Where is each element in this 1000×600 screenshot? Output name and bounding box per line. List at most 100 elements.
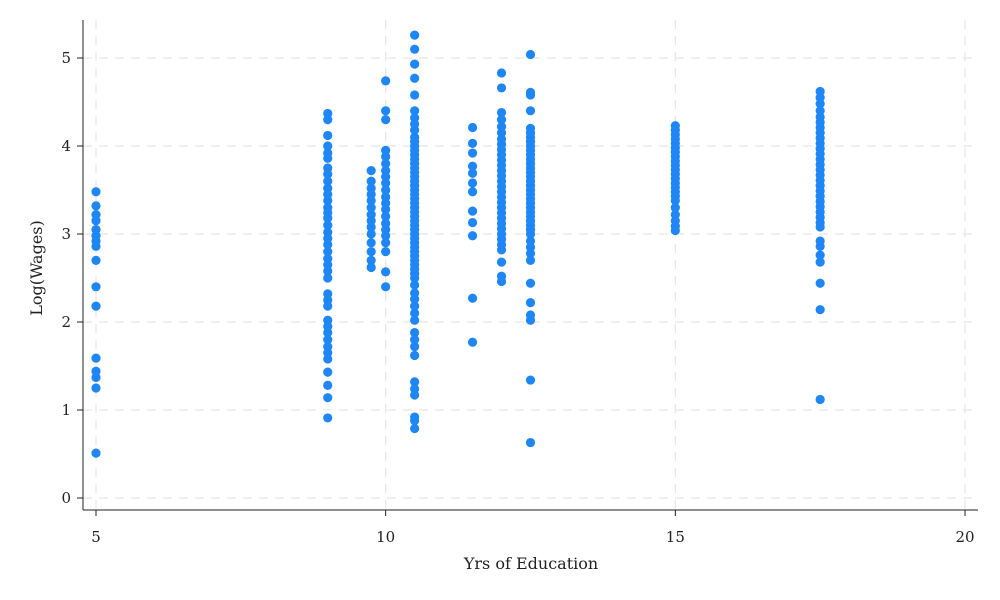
data-point [525,375,536,385]
data-point [366,203,376,213]
y-tick-label: 1 [61,401,71,419]
data-point [366,247,376,257]
data-point [410,106,420,116]
data-point [410,73,420,83]
data-point [366,195,376,206]
y-tick-label: 2 [61,313,71,331]
data-point [670,195,680,206]
data-point [496,107,507,118]
data-point [381,106,391,116]
y-axis-title: Log(Wages) [27,220,46,316]
data-point [467,168,478,178]
data-point [323,169,333,179]
data-point [525,49,536,60]
data-point [496,68,507,78]
data-point [410,377,420,387]
data-point [670,203,680,213]
data-point [323,213,333,223]
data-point [410,301,420,311]
data-point [496,83,507,93]
data-point [815,278,825,288]
data-point [410,90,420,100]
data-point [366,229,376,239]
data-point [323,354,333,364]
data-point [323,239,333,250]
data-point [815,222,825,232]
y-tick-label: 4 [61,137,71,155]
data-point [410,273,420,283]
data-point [410,423,420,434]
data-point [381,76,391,86]
data-point [366,166,376,176]
data-point [525,255,536,265]
data-point [525,437,536,448]
data-point [323,176,333,186]
data-point [410,335,420,345]
data-point [410,390,420,400]
data-point [381,178,391,188]
data-point [410,350,420,361]
x-tick-label: 20 [955,528,974,546]
data-point [323,273,333,283]
data-point [381,151,391,162]
y-tick-label: 5 [61,49,71,67]
data-point [496,245,507,255]
data-point [91,372,101,383]
data-point [323,380,333,390]
x-tick-label: 10 [376,528,395,546]
data-point [366,176,376,186]
data-point [467,187,478,197]
data-point [467,138,478,148]
data-point [381,231,391,241]
data-point [366,238,376,248]
data-point [381,282,391,292]
data-point [525,248,536,258]
data-point [410,30,420,40]
data-point [323,220,333,230]
data-point [815,305,825,315]
data-point [323,393,333,403]
y-tick-label: 0 [61,489,71,507]
data-point [91,301,101,311]
data-point [91,282,101,292]
axes [82,20,978,511]
data-point [525,298,536,308]
data-point [323,367,333,377]
data-points [91,30,825,458]
data-point [410,315,420,325]
data-point [381,211,391,221]
data-point [366,262,376,273]
data-point [525,90,536,100]
data-point [410,308,420,318]
gridlines [83,20,978,510]
data-point [815,99,825,109]
data-point [323,247,333,257]
data-point [815,250,825,260]
data-point [410,280,420,290]
data-point [366,222,376,232]
data-point [91,241,101,251]
data-point [381,238,391,248]
data-point [323,153,333,163]
data-point [525,106,536,116]
data-point [815,394,825,405]
data-point [467,217,478,228]
data-point [410,125,420,135]
y-tick-label: 3 [61,225,71,243]
x-tick-label: 5 [91,528,101,546]
data-point [323,115,333,125]
data-point [91,448,101,458]
data-point [91,255,101,265]
data-point [410,415,420,426]
data-point [381,115,391,125]
data-point [323,413,333,423]
data-point [323,301,333,311]
x-axis-title: Yrs of Education [463,554,598,573]
data-point [467,178,478,188]
data-point [381,247,391,257]
x-axis-ticks: 5 10 15 20 [91,510,975,546]
data-point [323,141,333,151]
data-point [91,216,101,226]
data-point [381,159,391,169]
